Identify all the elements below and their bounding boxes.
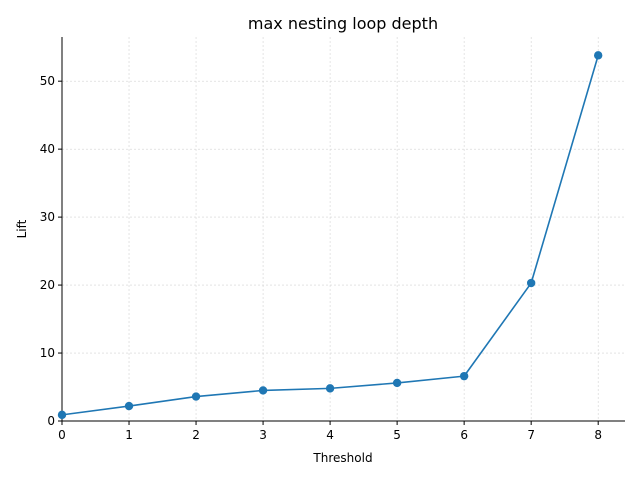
x-tick-label: 8 xyxy=(594,428,602,442)
data-point xyxy=(593,51,603,60)
data-point xyxy=(57,410,67,420)
data-point xyxy=(124,401,134,411)
y-tick-label: 20 xyxy=(40,278,55,292)
x-ticks: 0 1 2 3 4 5 6 7 8 xyxy=(58,421,602,442)
y-ticks: 0 10 20 30 40 50 xyxy=(40,74,62,428)
series xyxy=(57,51,603,420)
y-tick-label: 40 xyxy=(40,142,55,156)
x-tick-label: 3 xyxy=(259,428,267,442)
data-point xyxy=(392,378,402,388)
y-tick-label: 30 xyxy=(40,210,55,224)
data-point xyxy=(526,278,536,288)
data-point xyxy=(258,386,268,395)
chart-title: max nesting loop depth xyxy=(248,14,438,33)
data-point xyxy=(325,384,335,393)
x-tick-label: 4 xyxy=(326,428,334,442)
x-tick-label: 2 xyxy=(192,428,200,442)
x-axis-label: Threshold xyxy=(312,451,372,465)
x-tick-label: 5 xyxy=(393,428,401,442)
data-point xyxy=(191,392,201,401)
y-tick-label: 50 xyxy=(40,74,55,88)
x-tick-label: 0 xyxy=(58,428,66,442)
y-tick-label: 10 xyxy=(40,346,55,360)
x-tick-label: 6 xyxy=(460,428,468,442)
y-tick-label: 0 xyxy=(47,414,55,428)
x-tick-label: 1 xyxy=(125,428,133,442)
data-point xyxy=(459,371,469,381)
y-axis-label: Lift xyxy=(15,219,29,238)
x-tick-label: 7 xyxy=(527,428,535,442)
